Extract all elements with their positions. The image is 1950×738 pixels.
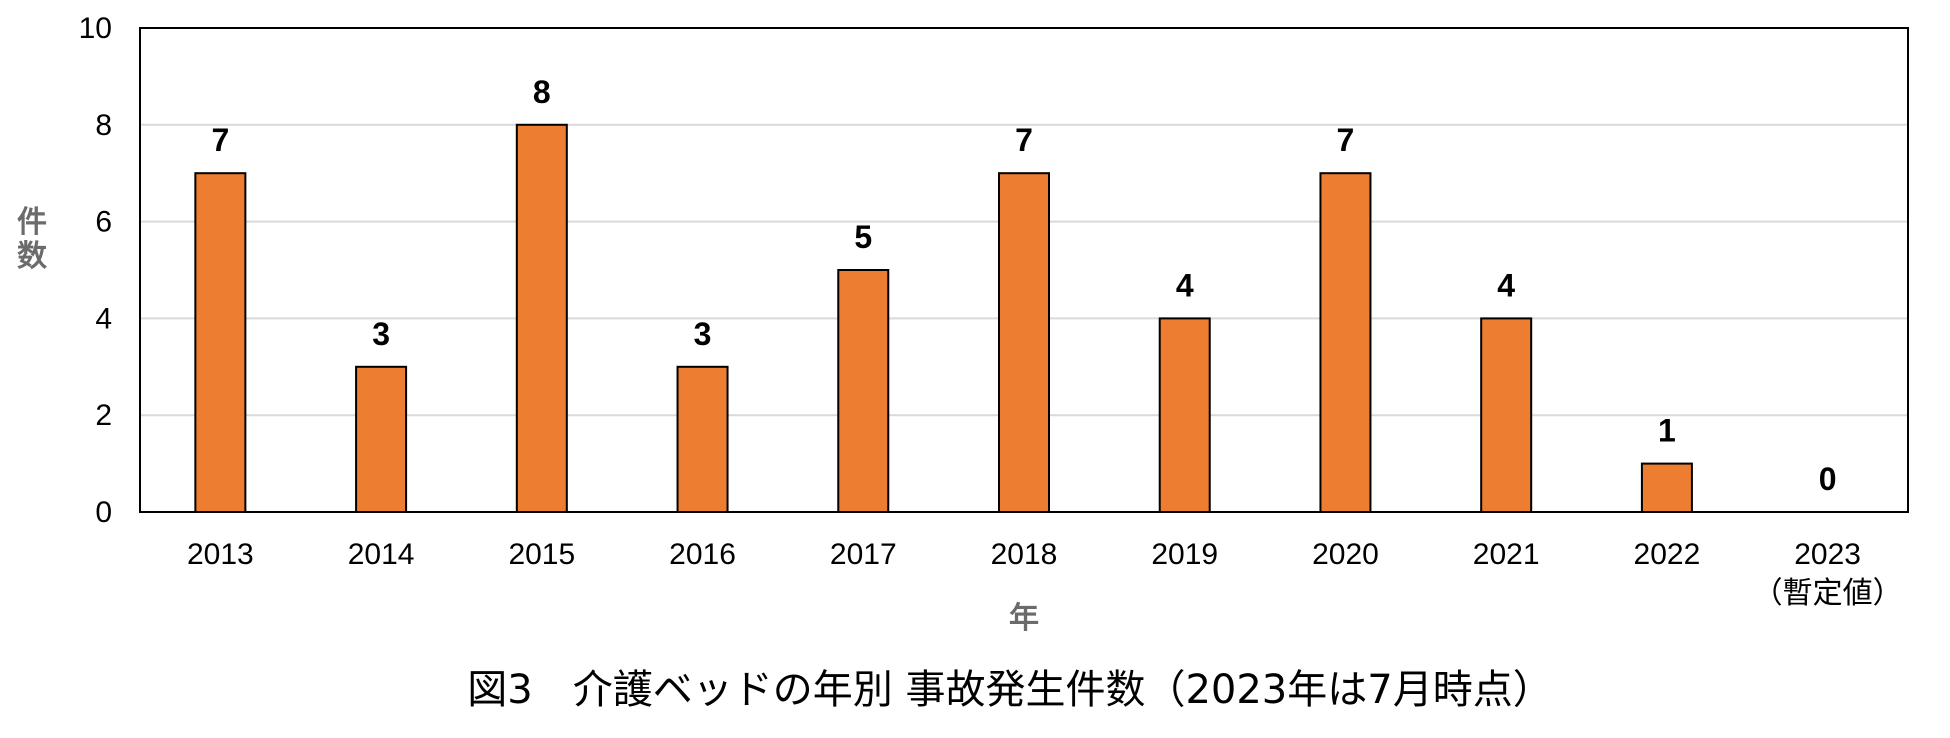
data-label: 7 — [1015, 122, 1033, 158]
bar — [194, 172, 247, 513]
bar — [998, 172, 1050, 513]
y-axis-title: 件数 — [17, 205, 48, 274]
data-label: 7 — [1337, 122, 1355, 158]
data-label: 7 — [211, 122, 229, 158]
bar — [837, 269, 890, 513]
x-tick-label: 2015 — [508, 538, 575, 571]
data-label: 8 — [533, 74, 551, 110]
y-tick-label: 8 — [95, 109, 112, 142]
bar — [1480, 317, 1533, 513]
bar — [1640, 462, 1693, 514]
x-tick-label: 2017 — [830, 538, 897, 571]
y-axis-title-char: 数 — [17, 239, 48, 274]
y-tick-label: 0 — [95, 496, 112, 529]
y-tick-label: 6 — [95, 206, 112, 239]
bar — [1319, 172, 1372, 513]
bar — [355, 365, 408, 513]
x-tick-label: 2023 — [1794, 538, 1861, 571]
y-tick-label: 10 — [79, 12, 112, 45]
x-axis-title: 年 — [1009, 601, 1039, 636]
x-tick-label: 2018 — [991, 538, 1058, 571]
data-label: 3 — [372, 316, 390, 352]
y-tick-label: 2 — [95, 399, 112, 432]
bar — [1158, 317, 1211, 513]
y-tick-label: 4 — [95, 302, 112, 335]
chart-title: 図3 介護ベッドの年別 事故発生件数（2023年は7月時点） — [467, 667, 1552, 713]
data-label: 3 — [694, 316, 712, 352]
bars — [194, 123, 1693, 514]
x-tick-note: （暫定値） — [1753, 577, 1903, 610]
data-label: 5 — [854, 219, 872, 255]
x-tick-label: 2022 — [1634, 538, 1701, 571]
data-label: 4 — [1176, 267, 1194, 303]
y-axis-ticks: 0 2 4 6 8 10 — [79, 12, 112, 529]
plot-area-frame — [139, 27, 1909, 513]
x-tick-label: 2014 — [348, 538, 415, 571]
x-axis-ticks: 2013 2014 2015 2016 2017 2018 2019 2020 2021 2022… — [187, 538, 1903, 610]
x-tick-label: 2021 — [1473, 538, 1540, 571]
bar — [515, 123, 568, 514]
bar — [676, 365, 729, 513]
data-label: 1 — [1658, 413, 1676, 449]
x-tick-label: 2013 — [187, 538, 254, 571]
x-tick-label: 2019 — [1151, 538, 1218, 571]
data-label: 4 — [1497, 267, 1515, 303]
data-labels: 7 3 8 3 5 7 4 7 4 1 0 — [211, 74, 1836, 497]
data-label: 0 — [1819, 461, 1837, 497]
x-tick-label: 2020 — [1312, 538, 1379, 571]
y-axis-title-char: 件 — [17, 205, 47, 240]
x-tick-label: 2016 — [669, 538, 736, 571]
